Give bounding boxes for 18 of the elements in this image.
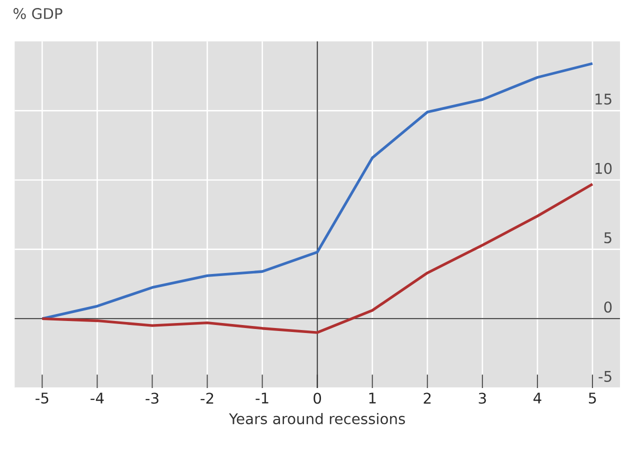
y-tick-label: -5 [598, 371, 612, 382]
y-axis-title: % GDP [14, 8, 62, 20]
y-tick-label: 15 [596, 94, 612, 105]
x-tick-label: -5 [36, 392, 48, 404]
x-axis-title: Years around recessions [228, 412, 405, 424]
x-tick-label: 0 [314, 392, 322, 404]
x-tick-label: -1 [256, 392, 268, 404]
x-tick-label: -3 [146, 392, 158, 404]
y-tick-label: 5 [604, 232, 612, 244]
x-tick-label: 1 [369, 392, 376, 404]
x-tick-label: -4 [90, 392, 104, 404]
y-tick-label: 10 [596, 162, 612, 174]
x-tick-label: 2 [424, 392, 431, 404]
x-tick-label: 4 [533, 392, 542, 404]
y-tick-label: 0 [604, 302, 612, 313]
x-tick-label: 3 [478, 392, 486, 404]
x-tick-label: 5 [588, 392, 596, 404]
x-tick-label: -2 [200, 392, 214, 404]
